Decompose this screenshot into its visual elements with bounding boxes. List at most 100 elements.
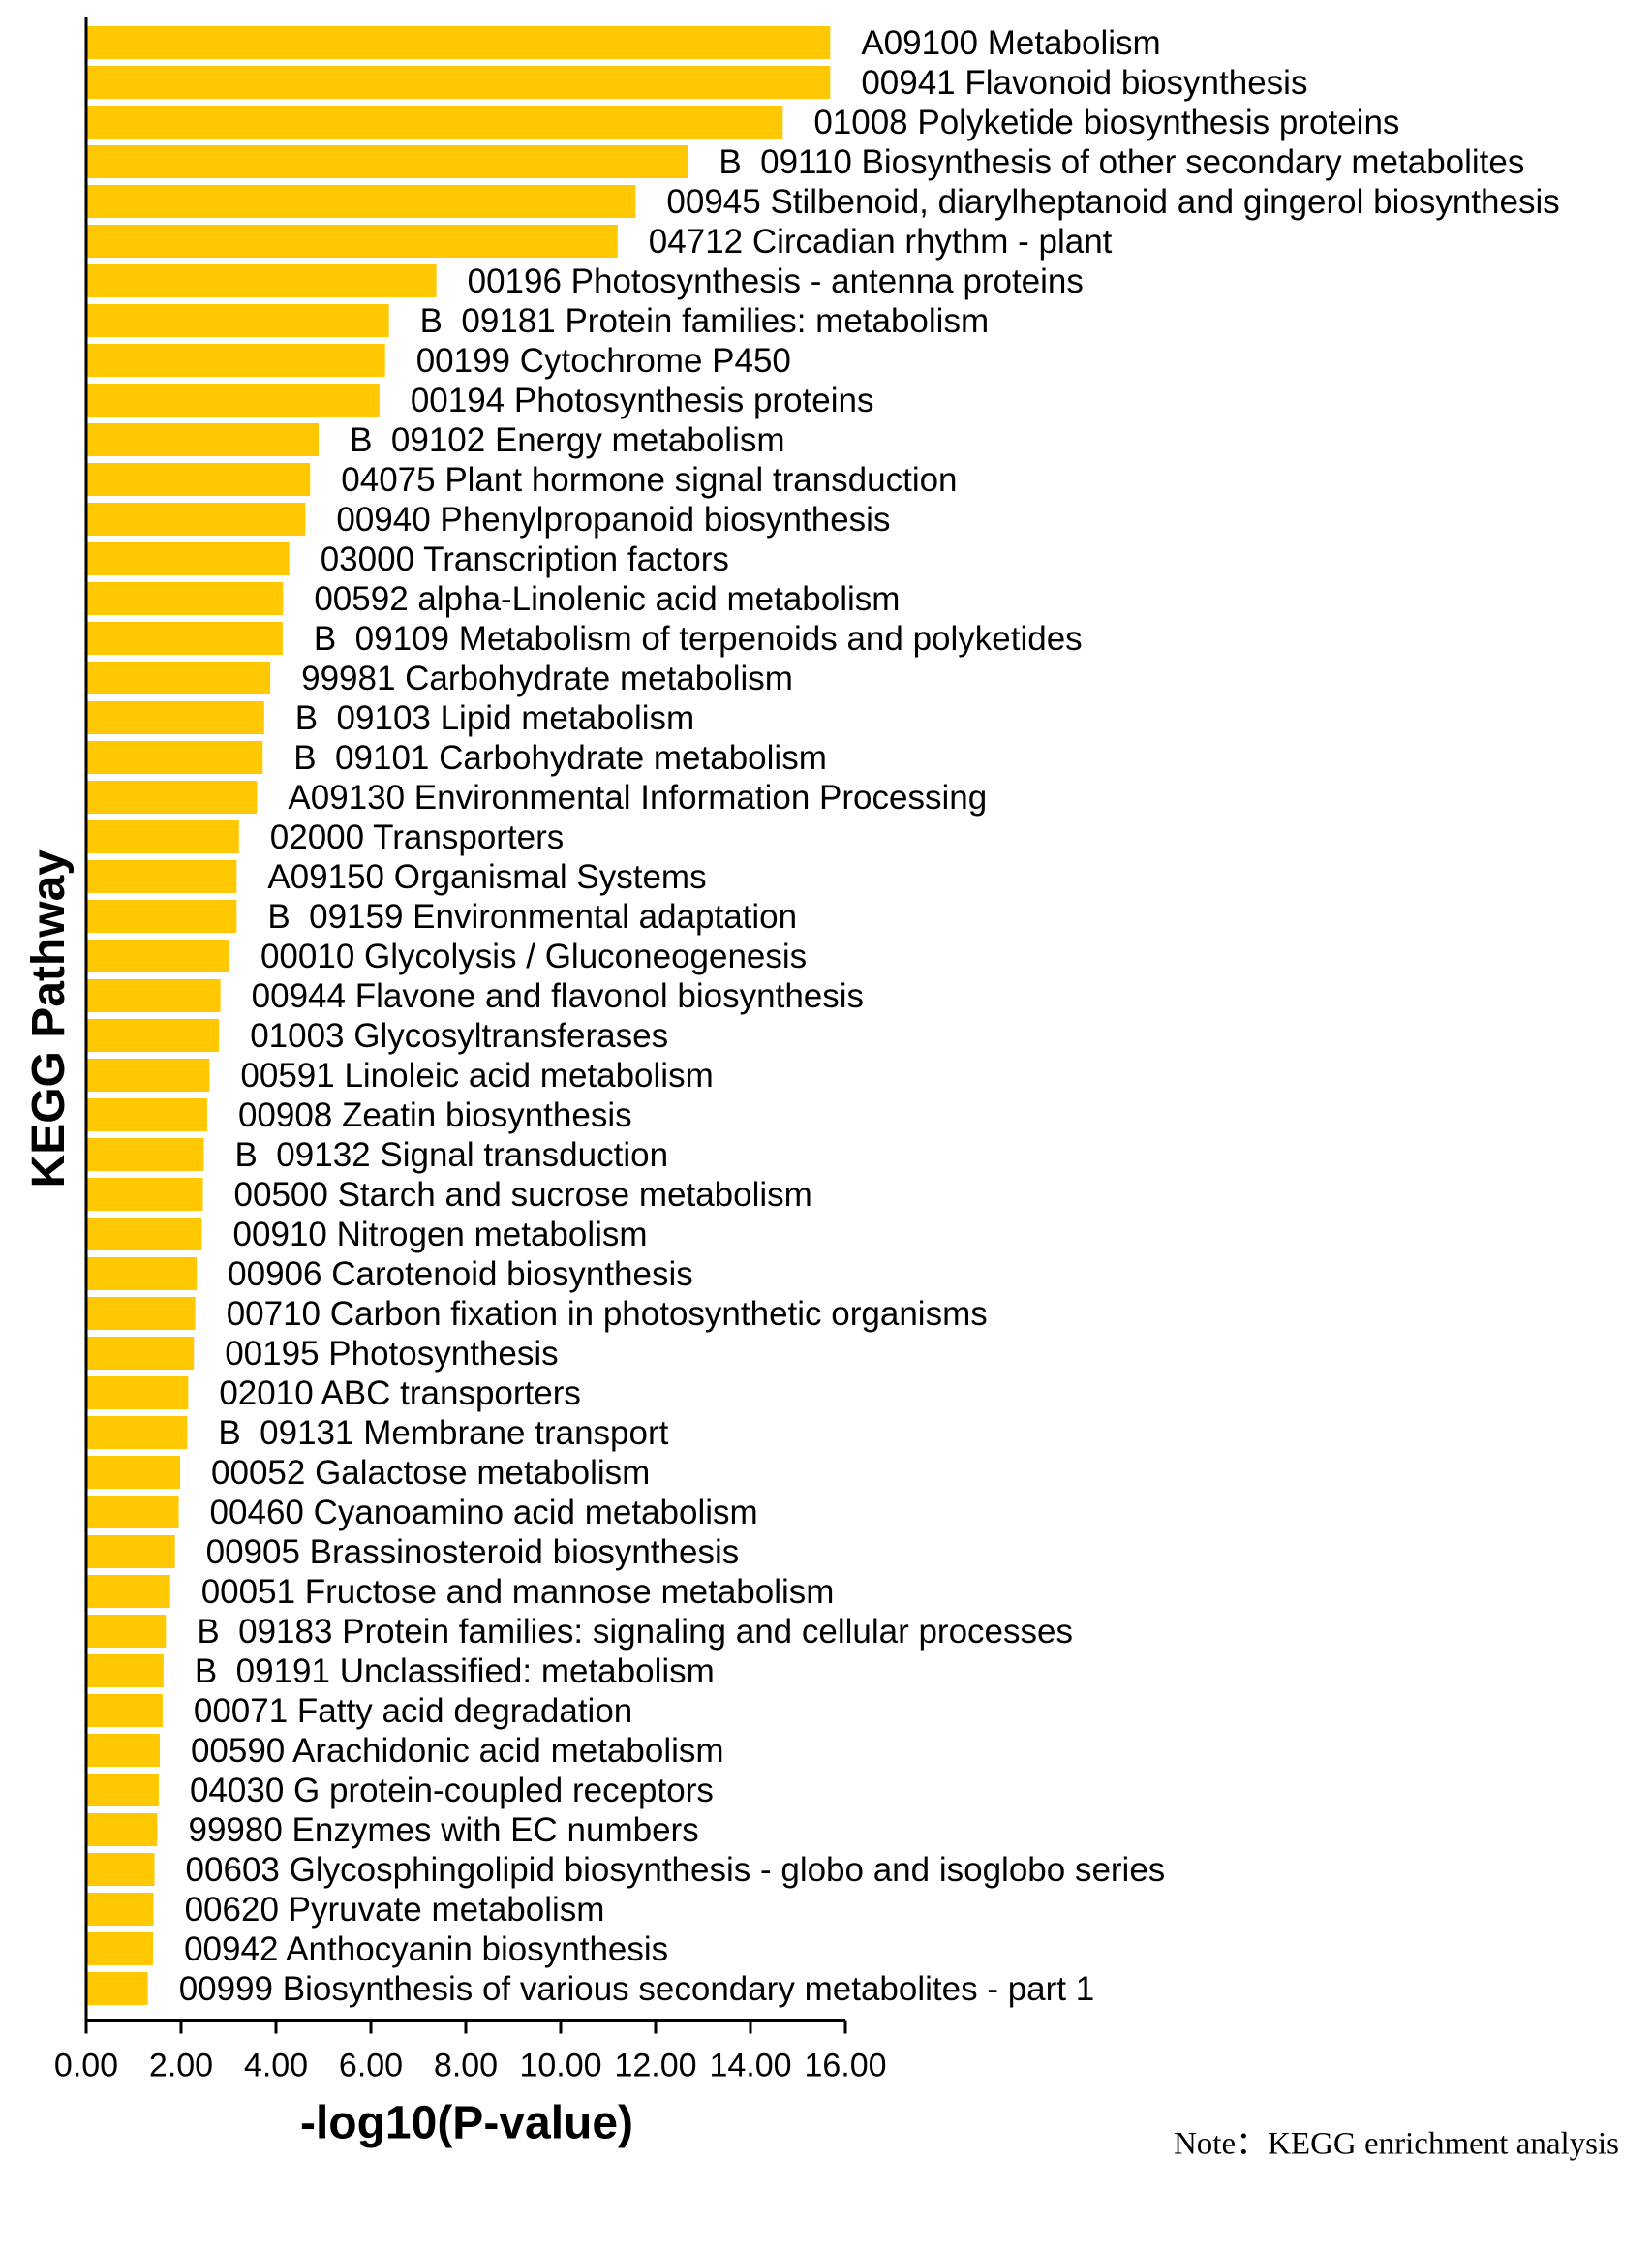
bar-label: 03000 Transcription factors [321,540,729,578]
bar-label: 00051 Fructose and mannose metabolism [201,1573,835,1611]
bar-label: 00620 Pyruvate metabolism [185,1891,605,1929]
bar [86,1932,154,1965]
bar [86,1535,175,1568]
bar-label: 00010 Glycolysis / Gluconeogenesis [260,938,807,975]
bar-label: 00945 Stilbenoid, diarylheptanoid and gi… [666,183,1559,221]
bar-label: 99980 Enzymes with EC numbers [189,1811,699,1849]
bar-label: 02010 ABC transporters [219,1374,581,1412]
bar-label: B 09102 Energy metabolism [350,421,784,459]
bar-label: 00940 Phenylpropanoid biosynthesis [336,501,890,539]
bar [86,1972,148,2005]
bar-label: B 09103 Lipid metabolism [295,699,694,737]
bar-label: 00071 Fatty acid degradation [194,1692,632,1730]
bar-label: A09130 Environmental Information Process… [288,779,987,817]
bar-label: 04712 Circadian rhythm - plant [649,223,1113,261]
x-tick-label: 6.00 [339,2048,403,2084]
bar-label: 00199 Cytochrome P450 [416,342,791,380]
bar-label: 00052 Galactose metabolism [211,1454,650,1492]
x-tick-label: 12.00 [614,2048,696,2084]
bar-label: 00591 Linoleic acid metabolism [240,1057,713,1095]
bar-label: B 09132 Signal transduction [235,1136,669,1174]
bars-layer [86,26,831,2005]
bar [86,1098,207,1131]
bar [86,344,385,377]
note-text: Note：KEGG enrichment analysis [1174,2127,1619,2162]
bar-label: 01008 Polyketide biosynthesis proteins [813,104,1399,141]
bar [86,1337,195,1370]
bar [86,1694,163,1727]
bar-label: 00460 Cyanoamino acid metabolism [210,1494,758,1531]
bar-label: A09100 Metabolism [861,24,1160,62]
bar-label: 00908 Zeatin biosynthesis [238,1096,632,1134]
bar-label: B 09101 Carbohydrate metabolism [293,739,827,777]
bar [86,820,239,853]
bar-label: 99981 Carbohydrate metabolism [301,660,793,697]
bar-label: 00944 Flavone and flavonol biosynthesis [252,977,864,1015]
bar [86,1019,220,1052]
bar-label: 00710 Carbon fixation in photosynthetic … [227,1295,988,1333]
bar [86,1059,210,1092]
bar-label: 00590 Arachidonic acid metabolism [191,1732,724,1770]
bar [86,423,320,456]
bar [86,1853,155,1886]
bar [86,1376,189,1409]
bar [86,1138,204,1171]
bar [86,781,258,814]
bar [86,1774,159,1806]
bar [86,900,237,933]
bar-label: 00999 Biosynthesis of various secondary … [179,1970,1095,2008]
bar-label: 00603 Glycosphingolipid biosynthesis - g… [186,1851,1166,1889]
bar [86,622,283,655]
bar [86,1615,167,1648]
bar-label: 04030 G protein-coupled receptors [190,1772,714,1809]
bar-label: B 09181 Protein families: metabolism [420,302,990,340]
bar [86,1893,154,1926]
bar-label: A09150 Organismal Systems [267,858,706,896]
x-tick-label: 2.00 [149,2048,213,2084]
bar-label: B 09159 Environmental adaptation [267,898,797,936]
bar [86,66,831,99]
x-ticks-layer: 0.00 2.00 4.00 6.00 8.00 10.00 12.00 14.00 16.00 [54,2020,887,2084]
bar [86,860,237,893]
bar [86,185,636,218]
x-axis-title: -log10(P-value) [300,2098,633,2149]
bar-label: 00592 alpha-Linolenic acid metabolism [314,580,900,618]
bar-label: 00941 Flavonoid biosynthesis [861,64,1307,102]
bar-label: 00194 Photosynthesis proteins [411,382,874,419]
bar [86,1178,203,1211]
bar-label: 00500 Starch and sucrose metabolism [234,1176,812,1214]
bar [86,1654,164,1687]
bar [86,1456,181,1489]
bar [86,1297,196,1330]
bar-label: 01003 Glycosyltransferases [250,1017,668,1055]
bar-label: 00942 Anthocyanin biosynthesis [184,1930,668,1968]
bar [86,542,290,575]
bar [86,1496,179,1528]
x-tick-label: 8.00 [434,2048,498,2084]
bar [86,304,389,337]
bar [86,225,618,258]
bar [86,979,221,1012]
bar-label: 00906 Carotenoid biosynthesis [228,1255,693,1293]
bar [86,1575,170,1608]
bar [86,503,306,536]
bar [86,264,437,297]
bar-label: B 09183 Protein families: signaling and … [197,1613,1073,1651]
bar [86,582,284,615]
bar-label: 04075 Plant hormone signal transduction [341,461,957,499]
bar [86,1734,160,1767]
bar-label: 00196 Photosynthesis - antenna proteins [468,262,1084,300]
y-axis-title: KEGG Pathway [23,849,75,1188]
bar [86,145,688,178]
bar-label: 00905 Brassinosteroid biosynthesis [206,1533,740,1571]
bar [86,662,271,694]
bar-label: B 09110 Biosynthesis of other secondary … [719,143,1524,181]
x-tick-label: 16.00 [804,2048,886,2084]
bar [86,741,263,774]
bar-label: 02000 Transporters [270,818,565,856]
bar [86,1416,188,1449]
bar-label: 00910 Nitrogen metabolism [233,1216,648,1253]
bar [86,1218,202,1250]
